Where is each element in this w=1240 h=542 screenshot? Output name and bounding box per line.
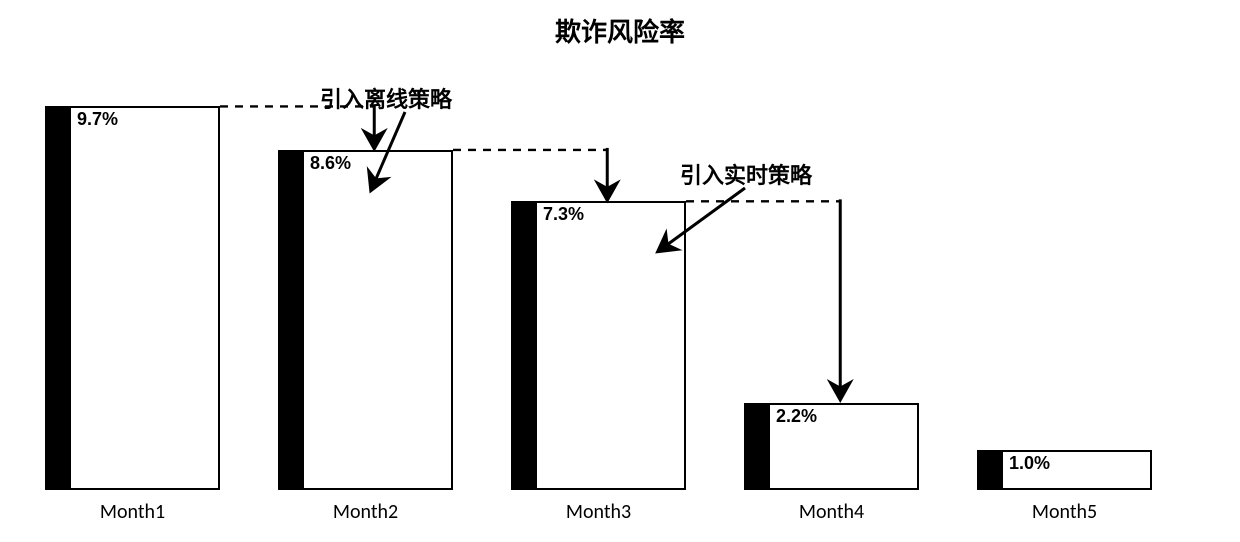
bar-shade	[744, 403, 770, 490]
bar-group: 7.3%	[511, 201, 686, 490]
bar	[977, 450, 1152, 490]
category-label: Month5	[977, 500, 1152, 524]
bar	[45, 106, 220, 490]
bar	[744, 403, 919, 490]
bar	[278, 150, 453, 490]
annotation-label: 引入实时策略	[680, 158, 812, 190]
bar-shade	[511, 201, 537, 490]
category-label: Month1	[45, 500, 220, 524]
bar	[511, 201, 686, 490]
category-label: Month2	[278, 500, 453, 524]
category-label: Month4	[744, 500, 919, 524]
bar-value-label: 8.6%	[310, 153, 351, 174]
bar-value-label: 7.3%	[543, 204, 584, 225]
bar-group: 1.0%	[977, 450, 1152, 490]
bar-group: 8.6%	[278, 150, 453, 490]
bar-value-label: 9.7%	[77, 109, 118, 130]
bar-group: 2.2%	[744, 403, 919, 490]
category-label: Month3	[511, 500, 686, 524]
bar-value-label: 2.2%	[776, 406, 817, 427]
bar-group: 9.7%	[45, 106, 220, 490]
annotation-label: 引入离线策略	[320, 82, 452, 114]
plot-area: 9.7% 8.6% 7.3% 2.2% 1.0%	[45, 55, 1215, 490]
chart-title: 欺诈风险率	[0, 12, 1240, 49]
bar-shade	[278, 150, 304, 490]
fraud-risk-chart: 欺诈风险率 9.7% 8.6% 7.3% 2.2% 1.0% Month1 Month2 M…	[0, 0, 1240, 542]
bar-shade	[977, 450, 1003, 490]
bar-value-label: 1.0%	[1009, 453, 1050, 474]
bar-shade	[45, 106, 71, 490]
